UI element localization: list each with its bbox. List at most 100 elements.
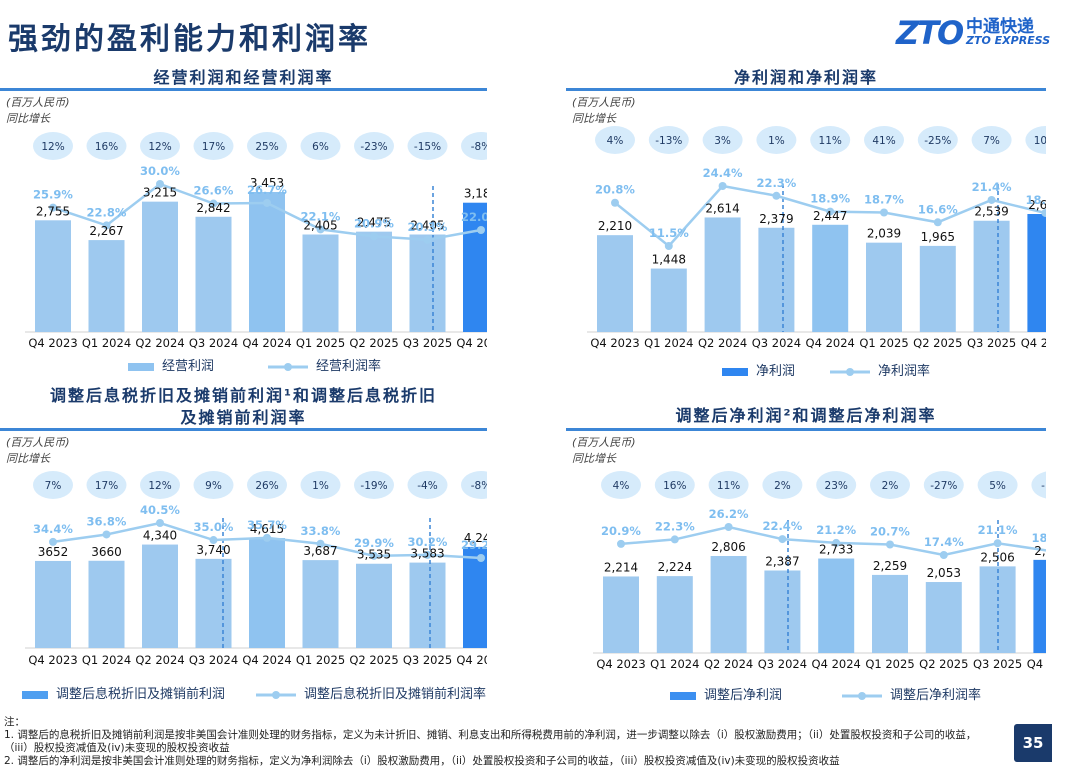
margin-value-label: 21.2% <box>816 523 856 537</box>
title-rule <box>0 428 487 431</box>
margin-value-label: 22.8% <box>87 205 127 219</box>
bar <box>650 268 687 332</box>
chart-panel-operating-profit: 经营利润和经营利润率 (百万人民币) 同比增长 12% 16% 12% 17% 25% 6… <box>0 58 487 378</box>
yoy-label: 同比增长 <box>572 112 616 125</box>
margin-value-label: 26.2% <box>709 507 749 521</box>
yoy-bubble <box>702 126 743 154</box>
chart-plot: 7% 17% 12% 9% 26% 1% -19% -4% -8% 3652 3660 4,340 3,… <box>25 471 487 667</box>
chart-panel-net-profit: 净利润和净利润率 (百万人民币) 同比增长 4% -13% 3% 1% 11% 41% -2… <box>566 58 1046 379</box>
bar-value-label: 4,340 <box>143 529 177 543</box>
x-tick-label: Q4 2024 <box>242 336 291 350</box>
legend-bar-swatch <box>128 362 154 371</box>
margin-value-label: 20.3% <box>408 220 448 234</box>
margin-value-label: 20.9% <box>601 524 641 538</box>
yoy-bubble <box>971 126 1012 154</box>
bar-value-label: 2,506 <box>980 550 1014 564</box>
x-tick-label: Q4 2023 <box>596 657 645 671</box>
bar-value-label: 2,405 <box>410 218 444 232</box>
yoy-bubble <box>601 471 641 499</box>
bar <box>35 220 71 332</box>
margin-point <box>370 551 378 560</box>
bar-value-label: 3,189 <box>464 187 487 201</box>
yoy-bubble <box>762 471 803 499</box>
chart-title: 净利润和净利润率 <box>733 68 878 87</box>
legend-line-swatch <box>256 690 296 699</box>
bar <box>764 570 801 653</box>
margin-point <box>886 540 894 549</box>
x-tick-label: Q2 2024 <box>704 657 753 671</box>
margin-value-label: 18.7% <box>864 193 904 207</box>
x-tick-label: Q3 2024 <box>189 336 238 350</box>
margin-point <box>1041 208 1046 217</box>
unit-label: (百万人民币) <box>6 436 70 449</box>
x-tick-label: Q1 2024 <box>650 657 699 671</box>
bar <box>195 558 232 648</box>
margin-point <box>477 226 485 234</box>
x-tick-label: Q2 2025 <box>349 336 398 350</box>
legend-line-swatch <box>268 362 308 371</box>
yoy-label: 17% <box>202 141 225 153</box>
x-tick-label: Q4 2023 <box>590 336 639 350</box>
bar <box>919 245 956 332</box>
bar-value-label: 3,453 <box>250 176 284 190</box>
margin-value-label: 34.4% <box>33 522 73 536</box>
bar <box>866 242 902 332</box>
margin-point <box>263 533 271 542</box>
yoy-label: 12% <box>148 141 171 153</box>
yoy-bubble <box>300 132 341 160</box>
yoy-label: -1% <box>1041 480 1046 492</box>
margin-value-label: 30.2% <box>408 535 448 549</box>
margin-point <box>993 539 1002 548</box>
legend-bar-entry: 经营利润 <box>128 355 214 374</box>
x-tick-label: Q2 2024 <box>135 336 184 350</box>
bar <box>463 202 487 332</box>
margin-point <box>316 225 325 234</box>
chart-title-line-2: 及摊销前利润率 <box>180 408 307 427</box>
legend-line-entry: 经营利润率 <box>268 355 381 374</box>
yoy-bubble <box>140 132 180 160</box>
bar-value-label: 2,267 <box>89 224 123 238</box>
x-tick-label: Q4 2023 <box>28 336 77 350</box>
chart-title: 经营利润和经营利润率 <box>153 68 334 87</box>
legend-bar-label: 净利润 <box>756 364 796 379</box>
margin-point <box>826 207 835 216</box>
x-tick-label: Q3 2025 <box>403 653 452 667</box>
yoy-label: 16% <box>663 480 686 492</box>
margin-point <box>316 539 325 548</box>
margin-value-label: 20.7% <box>870 525 910 539</box>
yoy-label: -13% <box>655 135 682 147</box>
x-tick-label: Q3 2024 <box>752 336 801 350</box>
bar <box>812 224 849 332</box>
bar <box>195 216 232 332</box>
yoy-label: 12% <box>148 480 171 492</box>
footnote-1-continued: （iii）股权投资减值及(iv)未变现的股权投资收益 <box>4 742 230 754</box>
margin-value-label: 26.7% <box>247 183 287 197</box>
yoy-bubble <box>977 471 1018 499</box>
bar-value-label: 1,965 <box>921 230 955 244</box>
bar-value-label: 2,387 <box>765 554 799 568</box>
bar <box>302 560 339 648</box>
x-tick-label: Q1 2025 <box>865 657 914 671</box>
x-tick-label: Q2 2025 <box>349 653 398 667</box>
chart-legend: 经营利润 经营利润率 <box>0 355 487 375</box>
x-tick-label: Q4 2025 <box>456 653 487 667</box>
margin-point <box>939 551 948 559</box>
x-tick-label: Q1 2025 <box>859 336 908 350</box>
margin-value-label: 29.9% <box>354 536 394 550</box>
bar-value-label: 4,241 <box>464 531 487 545</box>
bar-value-label: 2,539 <box>974 205 1008 219</box>
margin-point <box>263 198 271 207</box>
margin-point <box>724 523 733 531</box>
x-tick-label: Q3 2025 <box>403 336 452 350</box>
chart-legend: 调整后息税折旧及摊销前利润 调整后息税折旧及摊销前利润率 <box>0 683 487 703</box>
yoy-bubble <box>86 132 127 160</box>
yoy-label: -15% <box>414 141 441 153</box>
yoy-bubble <box>654 471 695 499</box>
footnote-1: 1. 调整后的息税折旧及摊销前利润是按非美国会计准则处理的财务指标，定义为未计折… <box>4 729 977 741</box>
yoy-bubble <box>247 132 287 160</box>
yoy-bubble <box>354 132 394 160</box>
legend-line-label: 调整后息税折旧及摊销前利润率 <box>304 687 487 702</box>
yoy-label: 1% <box>312 480 329 492</box>
legend-line-swatch <box>830 367 870 376</box>
x-tick-label: Q4 2024 <box>806 336 855 350</box>
